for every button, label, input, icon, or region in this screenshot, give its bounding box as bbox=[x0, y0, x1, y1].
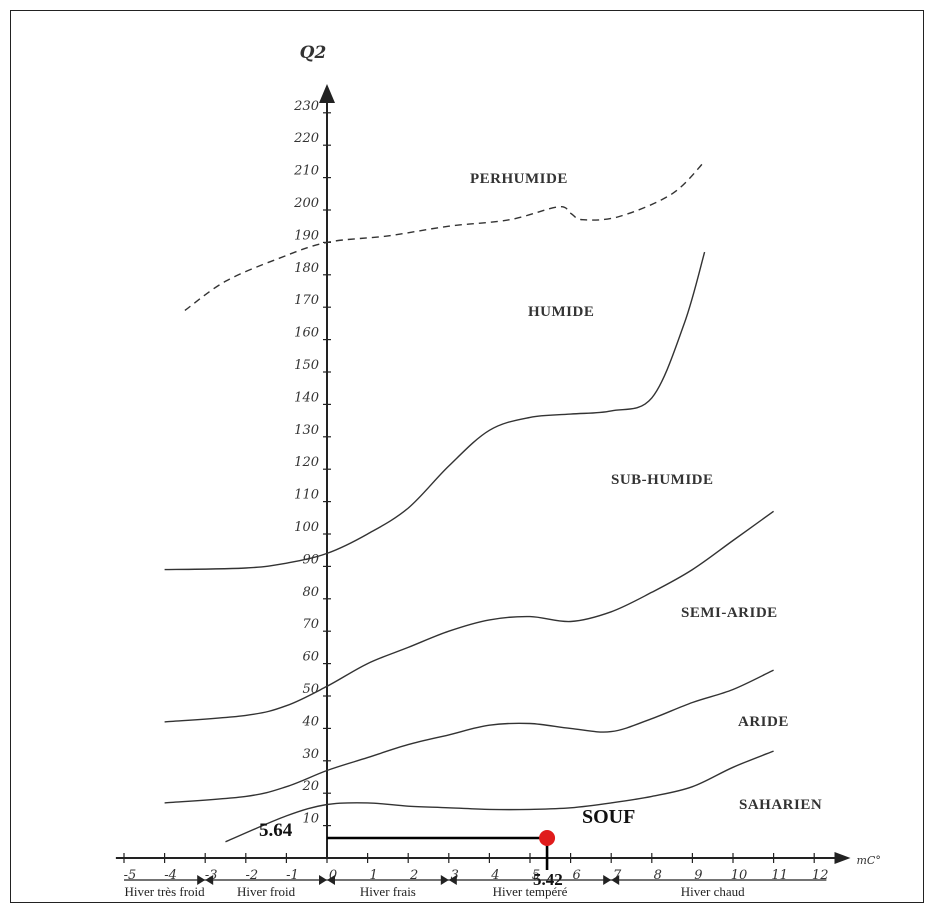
x-tick-label: 5 bbox=[532, 868, 540, 883]
y-tick-label: 230 bbox=[293, 99, 319, 114]
boundary-curve-1 bbox=[184, 160, 706, 311]
x-tick-label: 8 bbox=[654, 868, 662, 883]
winter-band-arrow bbox=[197, 875, 206, 885]
x-tick-label: -4 bbox=[164, 868, 177, 883]
station-point bbox=[539, 830, 556, 846]
x-tick-label: 10 bbox=[731, 868, 748, 883]
winter-band-label: Hiver très froid bbox=[125, 884, 206, 899]
y-tick-label: 90 bbox=[302, 552, 319, 567]
y-tick-label: 190 bbox=[294, 228, 319, 243]
zone-label: SAHARIEN bbox=[739, 797, 822, 813]
winter-bands: Hiver très froid Hiver froid Hiver frais Hi… bbox=[124, 875, 827, 899]
winter-band-label: Hiver tempéré bbox=[493, 884, 568, 899]
winter-band-arrow bbox=[448, 875, 457, 885]
winter-band-arrow bbox=[205, 875, 214, 885]
winter-band-arrow bbox=[611, 875, 620, 885]
winter-band-arrow bbox=[440, 875, 449, 885]
y-tick-label: 70 bbox=[302, 617, 319, 632]
y-axis-arrow bbox=[319, 84, 335, 103]
x-axis-arrow bbox=[834, 852, 851, 864]
y-tick-label: 20 bbox=[301, 779, 319, 794]
x-tick-label: 2 bbox=[409, 868, 418, 883]
y-tick-label: 110 bbox=[294, 488, 319, 503]
boundary-curve-2 bbox=[164, 251, 706, 571]
boundary-curve-3 bbox=[164, 510, 775, 723]
chart-frame bbox=[10, 10, 924, 903]
x-tick-label: 3 bbox=[451, 868, 459, 883]
x-tick-label: 12 bbox=[812, 868, 829, 883]
zone-label: PERHUMIDE bbox=[470, 171, 568, 187]
y-tick-label: 170 bbox=[294, 293, 319, 308]
winter-band-label: Hiver froid bbox=[237, 884, 296, 899]
y-tick-label: 80 bbox=[302, 585, 319, 600]
x-tick-label: -1 bbox=[286, 868, 299, 883]
y-tick-label: 150 bbox=[294, 358, 319, 373]
y-tick-label: 10 bbox=[302, 812, 319, 827]
x-tick-label: -2 bbox=[245, 868, 258, 883]
y-tick-label: 60 bbox=[302, 650, 319, 665]
zone-label: ARIDE bbox=[738, 714, 789, 730]
y-tick-label: 130 bbox=[294, 423, 319, 438]
x-tick-label: -5 bbox=[124, 868, 137, 883]
x-tick-label: 4 bbox=[490, 868, 499, 883]
y-tick-label: 180 bbox=[294, 261, 319, 276]
station-name: SOUF bbox=[582, 806, 635, 828]
winter-band-arrow bbox=[327, 875, 335, 885]
winter-band-label: Hiver frais bbox=[360, 884, 416, 899]
x-axis-title: mC° bbox=[857, 854, 881, 867]
y-tick-label: 30 bbox=[302, 747, 319, 762]
station-y-value: 5.64 bbox=[259, 820, 293, 841]
boundary-curves bbox=[164, 160, 775, 843]
y-tick-label: 220 bbox=[293, 131, 319, 146]
y-tick-label: 40 bbox=[301, 714, 319, 729]
x-tick-label: 9 bbox=[694, 868, 702, 883]
y-tick-label: 200 bbox=[293, 196, 319, 211]
zone-labels: PERHUMIDE HUMIDE SUB-HUMIDE SEMI-ARIDE ARIDE… bbox=[470, 171, 822, 813]
winter-band-arrow bbox=[603, 875, 612, 885]
y-tick-label: 210 bbox=[293, 164, 319, 179]
x-tick-label: 1 bbox=[369, 868, 377, 883]
y-tick-label: 100 bbox=[294, 520, 319, 535]
x-tick-label: 6 bbox=[572, 868, 580, 883]
winter-band-label: Hiver chaud bbox=[681, 884, 745, 899]
x-tick-label: 0 bbox=[329, 868, 337, 883]
y-tick-label: 140 bbox=[294, 390, 319, 405]
x-tick-label: 11 bbox=[771, 868, 788, 883]
zone-label: HUMIDE bbox=[528, 304, 594, 320]
boundary-curve-5 bbox=[225, 750, 774, 843]
x-tick-label: 7 bbox=[613, 868, 622, 883]
zone-label: SUB-HUMIDE bbox=[611, 472, 714, 488]
y-tick-label: 160 bbox=[294, 326, 319, 341]
axes: Q210203040506070809010011012013014015016… bbox=[115, 43, 881, 883]
y-axis-title: Q2 bbox=[300, 43, 327, 63]
y-tick-label: 120 bbox=[294, 455, 319, 470]
winter-band-arrow bbox=[319, 875, 327, 885]
boundary-curve-4 bbox=[164, 669, 774, 804]
zone-label: SEMI-ARIDE bbox=[681, 605, 778, 621]
